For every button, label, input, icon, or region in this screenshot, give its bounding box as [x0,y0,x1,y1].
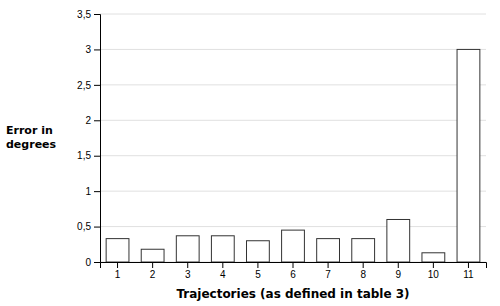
grid-line [100,226,486,227]
y-tick-mark [94,156,100,157]
bar [211,236,234,262]
y-tick-mark [94,14,100,15]
grid-line [100,120,486,121]
x-tick: 5 [255,262,261,280]
x-axis-line [101,263,487,269]
x-tick: 3 [185,262,191,280]
x-axis-title: Trajectories (as defined in table 3) [176,287,409,301]
x-tick: 9 [395,262,401,280]
y-tick: 3 [85,44,100,55]
bar [176,236,199,262]
y-tick-label: 1,5 [77,150,91,161]
x-tick-label: 7 [325,269,331,280]
grid-line [100,155,486,156]
x-tick-mark [187,262,188,268]
x-tick-label: 4 [220,269,226,280]
y-tick-label: 2,5 [77,80,91,91]
bar [387,219,410,262]
y-tick: 2,5 [77,80,100,91]
grid-line [100,49,486,50]
x-tick: 8 [360,262,366,280]
grid-line [100,14,486,15]
x-tick-mark [433,262,434,268]
y-tick: 0,5 [77,221,100,232]
bar [282,230,305,262]
grid-line [100,191,486,192]
plot-area: 0 0,5 1 1,5 2 2,5 3 3,5 1 2 3 4 5 6 7 8 9 10 11 [77,9,486,280]
bar [247,241,270,262]
x-tick: 7 [325,262,331,280]
x-tick-mark [222,262,223,268]
bar [457,49,480,262]
y-tick: 3,5 [77,9,100,20]
y-tick-label: 0,5 [77,221,91,232]
y-tick-label: 3,5 [77,9,91,20]
x-tick-mark [363,262,364,268]
y-tick: 1 [85,186,100,197]
y-tick-mark [94,227,100,228]
bars [106,49,480,262]
x-tick-label: 10 [428,269,440,280]
x-tick-mark [257,262,258,268]
x-tick: 10 [428,262,440,280]
x-tick-mark [468,262,469,268]
x-tick: 2 [150,262,156,280]
x-tick-mark [328,262,329,268]
x-tick-label: 1 [115,269,121,280]
x-tick: 1 [115,262,121,280]
x-tick: 4 [220,262,226,280]
bar [141,249,164,262]
bar [317,239,340,262]
x-tick-label: 6 [290,269,296,280]
y-tick-label: 0 [85,257,91,268]
x-tick-label: 11 [463,269,474,280]
x-tick-mark [117,262,118,268]
bar [106,239,129,262]
y-axis-title: Error indegrees [6,124,57,151]
y-tick-mark [94,262,100,263]
x-axis: 1 2 3 4 5 6 7 8 9 10 11 [101,262,487,280]
y-axis-title-line: degrees [6,138,57,151]
x-tick-label: 9 [395,269,401,280]
x-tick-mark [398,262,399,268]
y-tick: 2 [85,115,100,126]
bar [352,239,375,262]
chart-container: 0 0,5 1 1,5 2 2,5 3 3,5 1 2 3 4 5 6 7 8 9 10 11 Trajectorie… [0,0,500,306]
x-tick-label: 5 [255,269,261,280]
y-tick: 1,5 [77,150,100,161]
y-tick-label: 1 [85,186,91,197]
x-tick: 11 [463,262,474,280]
x-tick-label: 3 [185,269,191,280]
chart-svg: 0 0,5 1 1,5 2 2,5 3 3,5 1 2 3 4 5 6 7 8 9 10 11 Trajectorie… [0,0,500,306]
grid-line [100,84,486,85]
y-axis-title-line: Error in [6,124,53,137]
y-tick-mark [94,191,100,192]
y-tick: 0 [85,257,100,268]
bar [422,253,445,262]
y-tick-mark [94,85,100,86]
grid [100,14,486,262]
y-tick-label: 3 [85,44,91,55]
x-tick-label: 2 [150,269,156,280]
x-tick-mark [293,262,294,268]
y-axis-line [94,15,101,263]
x-tick-mark [152,262,153,268]
y-tick-mark [94,49,100,50]
y-tick-mark [94,120,100,121]
x-tick: 6 [290,262,296,280]
x-tick-label: 8 [360,269,366,280]
y-tick-label: 2 [85,115,91,126]
y-axis: 0 0,5 1 1,5 2 2,5 3 3,5 [77,9,100,268]
